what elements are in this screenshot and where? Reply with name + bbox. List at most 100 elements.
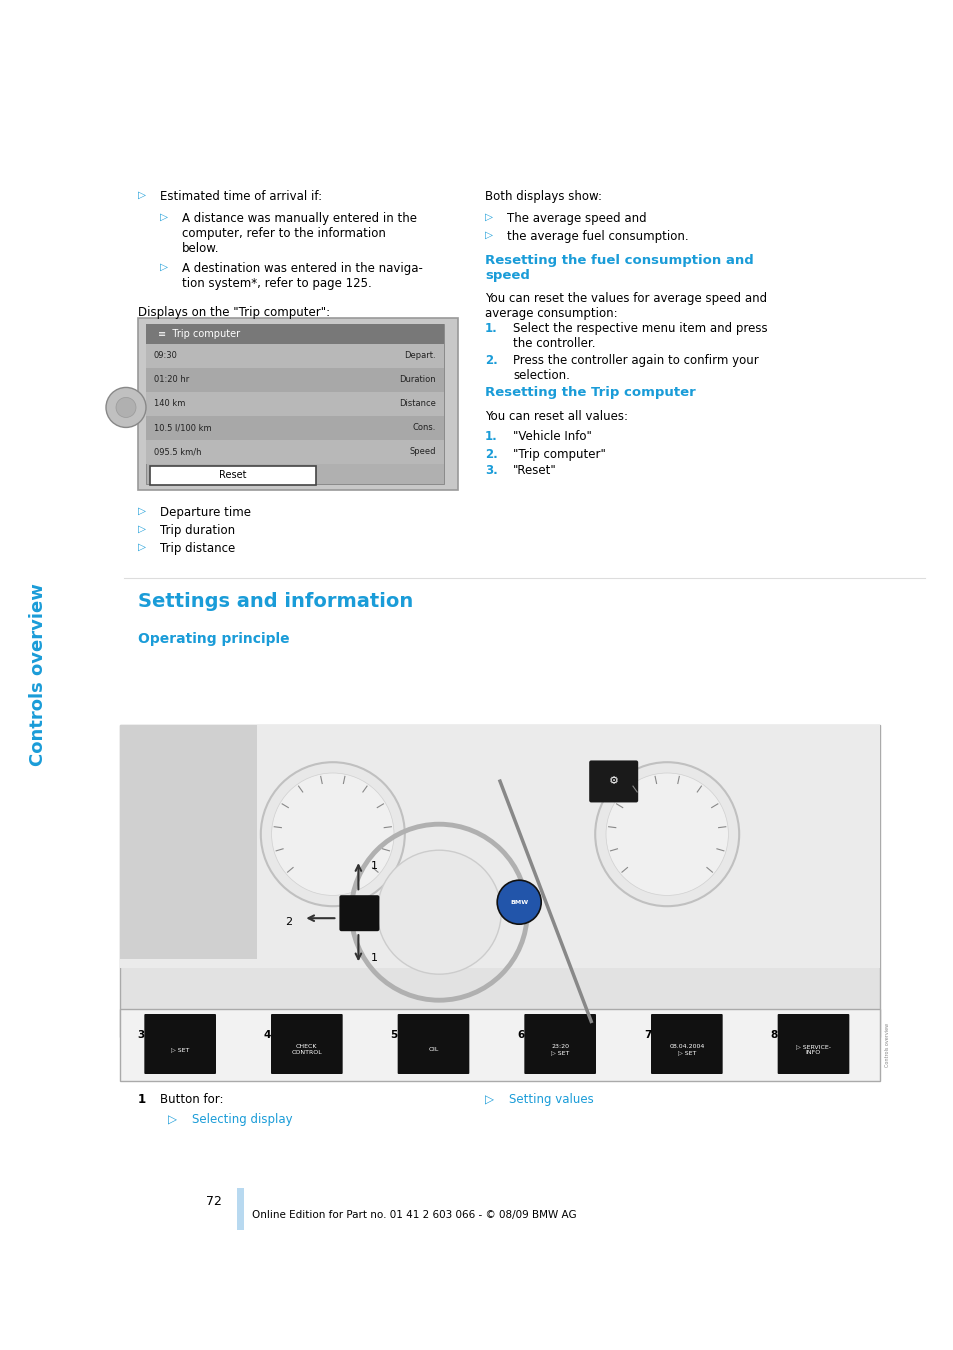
Text: 09:30: 09:30	[153, 351, 177, 360]
Text: Press the controller again to confirm your
selection.: Press the controller again to confirm yo…	[513, 354, 758, 382]
Text: Estimated time of arrival if:: Estimated time of arrival if:	[160, 190, 322, 202]
FancyBboxPatch shape	[271, 1014, 342, 1075]
Text: 1.: 1.	[484, 323, 497, 335]
Text: Departure time: Departure time	[160, 506, 251, 518]
Text: Resetting the fuel consumption and
speed: Resetting the fuel consumption and speed	[484, 254, 753, 282]
Text: Operating principle: Operating principle	[138, 632, 290, 647]
Text: The average speed and: The average speed and	[506, 212, 646, 225]
Text: Controls overview: Controls overview	[884, 1023, 889, 1066]
Circle shape	[272, 774, 394, 895]
Circle shape	[376, 850, 500, 975]
Text: 095.5 km/h: 095.5 km/h	[153, 447, 201, 456]
Circle shape	[605, 774, 728, 895]
Circle shape	[106, 387, 146, 428]
Text: 2.: 2.	[484, 354, 497, 367]
Text: ▷: ▷	[160, 212, 168, 221]
Circle shape	[595, 763, 739, 906]
Text: OIL: OIL	[428, 1048, 438, 1052]
Text: 08.04.2004
▷ SET: 08.04.2004 ▷ SET	[668, 1045, 703, 1056]
Text: "Reset": "Reset"	[513, 464, 557, 477]
FancyBboxPatch shape	[146, 344, 443, 369]
FancyBboxPatch shape	[146, 369, 443, 391]
FancyBboxPatch shape	[146, 324, 443, 344]
Text: ▷    Selecting display: ▷ Selecting display	[168, 1112, 293, 1126]
FancyBboxPatch shape	[524, 1014, 596, 1075]
Text: 6: 6	[517, 1030, 524, 1041]
Text: ▷: ▷	[138, 190, 146, 200]
Text: ▷: ▷	[138, 506, 146, 516]
Text: 4: 4	[264, 1030, 271, 1041]
Text: ▷ SERVICE-
INFO: ▷ SERVICE- INFO	[795, 1045, 830, 1056]
Text: Resetting the Trip computer: Resetting the Trip computer	[484, 386, 695, 400]
FancyBboxPatch shape	[120, 725, 256, 958]
Text: 1.: 1.	[484, 431, 497, 443]
FancyBboxPatch shape	[120, 725, 879, 968]
Text: 3.: 3.	[484, 464, 497, 477]
FancyBboxPatch shape	[339, 895, 379, 932]
Text: A distance was manually entered in the
computer, refer to the information
below.: A distance was manually entered in the c…	[182, 212, 416, 255]
Text: 2.: 2.	[484, 448, 497, 460]
Text: 01:20 hr: 01:20 hr	[153, 375, 189, 385]
Text: 7: 7	[643, 1030, 651, 1041]
FancyBboxPatch shape	[650, 1014, 722, 1075]
Text: Both displays show:: Both displays show:	[484, 190, 601, 202]
FancyBboxPatch shape	[236, 1188, 244, 1230]
Text: You can reset the values for average speed and
average consumption:: You can reset the values for average spe…	[484, 292, 766, 320]
Text: Cons.: Cons.	[413, 424, 436, 432]
Text: ▷: ▷	[160, 262, 168, 271]
Text: Controls overview: Controls overview	[29, 583, 47, 767]
Text: the average fuel consumption.: the average fuel consumption.	[506, 230, 688, 243]
Text: "Vehicle Info": "Vehicle Info"	[513, 431, 591, 443]
Text: Select the respective menu item and press
the controller.: Select the respective menu item and pres…	[513, 323, 767, 350]
FancyBboxPatch shape	[120, 725, 879, 1037]
Text: Speed: Speed	[409, 447, 436, 456]
Text: ▷: ▷	[138, 524, 146, 535]
Text: Duration: Duration	[399, 375, 436, 385]
Text: Depart.: Depart.	[404, 351, 436, 360]
FancyBboxPatch shape	[120, 1008, 879, 1081]
Text: You can reset all values:: You can reset all values:	[484, 410, 627, 423]
FancyBboxPatch shape	[777, 1014, 848, 1075]
Text: Settings and information: Settings and information	[138, 593, 413, 612]
Text: 2: 2	[285, 917, 293, 927]
Text: A destination was entered in the naviga-
tion system*, refer to page 125.: A destination was entered in the naviga-…	[182, 262, 422, 290]
Text: Displays on the "Trip computer":: Displays on the "Trip computer":	[138, 306, 330, 319]
Text: ▷: ▷	[484, 212, 493, 221]
Text: BMW: BMW	[510, 899, 528, 904]
Text: Online Edition for Part no. 01 41 2 603 066 - © 08/09 BMW AG: Online Edition for Part no. 01 41 2 603 …	[252, 1210, 576, 1220]
Text: 72: 72	[206, 1195, 222, 1208]
Circle shape	[260, 763, 404, 906]
Text: Button for:: Button for:	[160, 1094, 223, 1106]
FancyBboxPatch shape	[589, 760, 638, 802]
Circle shape	[116, 397, 136, 417]
Text: Distance: Distance	[398, 400, 436, 409]
FancyBboxPatch shape	[144, 1014, 215, 1075]
FancyBboxPatch shape	[138, 319, 457, 490]
Text: ▷ SET: ▷ SET	[171, 1048, 189, 1052]
Text: 8: 8	[770, 1030, 777, 1041]
Text: ▷    Setting values: ▷ Setting values	[484, 1094, 593, 1106]
Text: Trip distance: Trip distance	[160, 541, 235, 555]
FancyBboxPatch shape	[146, 440, 443, 464]
Text: Trip duration: Trip duration	[160, 524, 234, 537]
Text: 3: 3	[137, 1030, 144, 1041]
Circle shape	[497, 880, 540, 925]
Text: 1: 1	[370, 861, 377, 871]
Text: 23:20
▷ SET: 23:20 ▷ SET	[551, 1045, 569, 1056]
Text: ▷: ▷	[484, 230, 493, 240]
Text: ▷: ▷	[138, 541, 146, 552]
FancyBboxPatch shape	[146, 416, 443, 440]
Text: ≡  Trip computer: ≡ Trip computer	[158, 329, 240, 339]
Text: 10.5 l/100 km: 10.5 l/100 km	[153, 424, 212, 432]
Text: Reset: Reset	[219, 471, 247, 481]
FancyBboxPatch shape	[150, 466, 315, 485]
Text: ⚙: ⚙	[608, 776, 618, 787]
Text: CHECK
CONTROL: CHECK CONTROL	[292, 1045, 322, 1056]
FancyBboxPatch shape	[146, 392, 443, 416]
Text: 140 km: 140 km	[153, 400, 185, 409]
FancyBboxPatch shape	[146, 324, 443, 485]
FancyBboxPatch shape	[397, 1014, 469, 1075]
Text: 5: 5	[390, 1030, 397, 1041]
Text: 1: 1	[370, 953, 377, 963]
Text: "Trip computer": "Trip computer"	[513, 448, 605, 460]
